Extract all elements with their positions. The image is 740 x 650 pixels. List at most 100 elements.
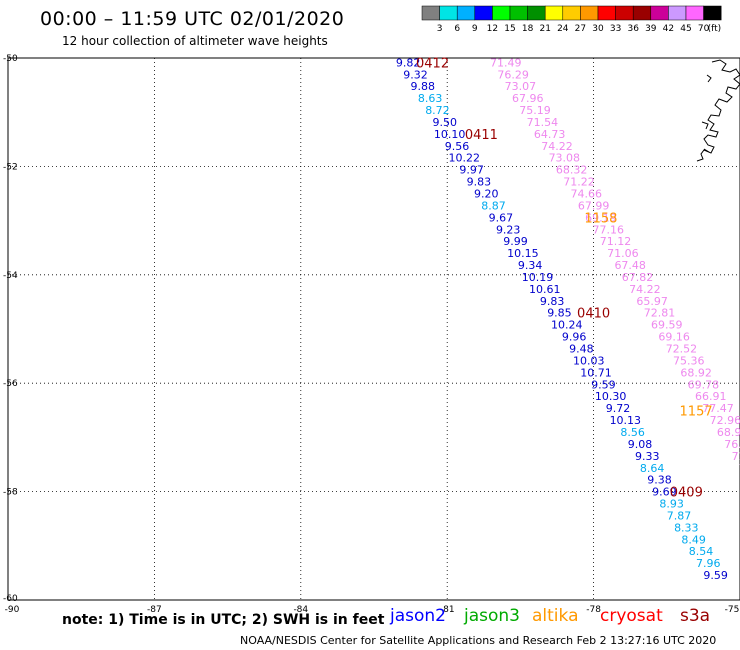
color-cell xyxy=(615,5,634,21)
color-cell xyxy=(597,5,616,21)
color-scale-label: 15 xyxy=(504,24,515,34)
jason2-wave-height-value: 10.13 xyxy=(610,414,642,427)
color-cell xyxy=(421,5,440,21)
jason2-wave-height-value: 8.87 xyxy=(481,199,506,212)
jason2-wave-height-value: 10.61 xyxy=(529,283,561,296)
color-cell xyxy=(544,5,564,21)
color-scale-label: 33 xyxy=(610,24,621,34)
jason2-wave-height-value: 9.96 xyxy=(562,331,587,344)
cryosat-wave-height-value: 73.07 xyxy=(505,80,537,93)
color-cell xyxy=(474,5,493,21)
page-subtitle: 12 hour collection of altimeter wave hei… xyxy=(62,34,328,48)
color-scale-unit: (ft) xyxy=(708,24,722,34)
jason2-wave-height-value: 9.67 xyxy=(489,211,514,224)
cryosat-wave-height-value: 67.82 xyxy=(622,271,654,284)
jason2-wave-height-value: 10.15 xyxy=(507,247,539,260)
jason2-wave-height-value: 9.82 xyxy=(396,56,421,69)
color-scale-label: 6 xyxy=(454,24,460,34)
cryosat-wave-height-value: 77.16 xyxy=(592,223,624,236)
color-cell xyxy=(685,5,704,21)
measurement-points: 9.829.329.888.638.729.5010.109.5610.229.… xyxy=(396,56,740,582)
cryosat-wave-height-value: 69.78 xyxy=(688,378,720,391)
color-scale-label: 45 xyxy=(680,24,691,34)
cryosat-wave-height-value: 74.66 xyxy=(571,188,603,201)
cryosat-wave-height-value: 69.19 xyxy=(585,211,617,224)
jason2-wave-height-value: 9.72 xyxy=(606,402,631,415)
cryosat-wave-height-value: 72.96 xyxy=(710,414,740,427)
pass-time-labels: 0412 0411 1158 0410 1157 0409 xyxy=(416,56,713,500)
cryosat-wave-height-value: 76.24 xyxy=(724,438,740,451)
footnote: note: 1) Time is in UTC; 2) SWH is in fe… xyxy=(62,612,385,628)
cryosat-wave-height-value: 64.73 xyxy=(534,128,566,141)
longitude-tick-label: -78 xyxy=(586,605,601,615)
longitude-tick-label: -84 xyxy=(293,605,308,615)
jason2-wave-height-value: 7.87 xyxy=(667,509,692,522)
cryosat-wave-height-value: 66.91 xyxy=(695,390,727,403)
longitude-tick-label: -87 xyxy=(147,605,162,615)
jason2-wave-height-value: 9.88 xyxy=(411,80,436,93)
cryosat-wave-height-value: 74.22 xyxy=(629,283,661,296)
cryosat-wave-height-value: 72.52 xyxy=(666,343,698,356)
color-scale-label: 36 xyxy=(627,24,639,34)
cryosat-wave-height-value: 71.12 xyxy=(600,235,632,248)
color-scale-label: 27 xyxy=(575,24,586,34)
cryosat-wave-height-value: 69.59 xyxy=(651,319,683,332)
pass-time-label: 1157 xyxy=(680,404,713,419)
mission-s3a: s3a xyxy=(680,606,711,626)
jason2-wave-height-value: 9.59 xyxy=(703,569,728,582)
cryosat-wave-height-value: 71.06 xyxy=(607,247,639,260)
cryosat-wave-height-value: 69.16 xyxy=(658,331,690,344)
color-cell xyxy=(668,5,687,21)
color-cell xyxy=(509,5,528,21)
cryosat-wave-height-value: 71.22 xyxy=(563,176,595,189)
jason2-wave-height-value: 9.38 xyxy=(647,474,672,487)
color-cell xyxy=(632,5,652,21)
longitude-tick-label: -81 xyxy=(440,605,455,615)
cryosat-wave-height-value: 67.96 xyxy=(512,92,544,105)
latitude-tick-label: -50 xyxy=(3,54,18,64)
map-frame xyxy=(7,57,740,601)
pass-time-label: 0411 xyxy=(465,128,498,143)
mission-jason3: jason3 xyxy=(464,606,520,626)
latitude-tick-label: -54 xyxy=(3,271,18,281)
cryosat-wave-height-value: 72.81 xyxy=(644,307,676,320)
jason2-wave-height-value: 9.50 xyxy=(433,116,458,129)
jason2-wave-height-value: 10.22 xyxy=(449,152,481,165)
jason2-wave-height-value: 9.97 xyxy=(459,164,484,177)
jason2-wave-height-value: 8.54 xyxy=(689,545,714,558)
cryosat-wave-height-value: 71.54 xyxy=(527,116,559,129)
color-cell xyxy=(456,5,476,21)
cryosat-wave-height-value: 67.48 xyxy=(614,259,646,272)
color-scale-label: 12 xyxy=(487,24,498,34)
cryosat-wave-height-value: 74.22 xyxy=(541,140,573,153)
cryosat-wave-height-value: 75.19 xyxy=(519,104,551,117)
color-scale-bar: 3 6 9 12 15 18 21 24 27 30 33 36 39 42 45 70(ft) xyxy=(421,5,722,34)
longitude-tick-label: -90 xyxy=(5,605,20,615)
jason2-wave-height-value: 9.83 xyxy=(467,176,492,189)
cryosat-wave-height-value: 68.32 xyxy=(556,164,588,177)
mission-jason2: jason2 xyxy=(390,606,446,626)
color-scale-label: 39 xyxy=(645,24,657,34)
mission-cryosat: cryosat xyxy=(600,606,663,626)
jason2-wave-height-value: 9.20 xyxy=(474,188,499,201)
jason2-wave-height-value: 8.93 xyxy=(659,498,684,511)
credit-line: NOAA/NESDIS Center for Satellite Applica… xyxy=(240,634,717,647)
latitude-tick-label: -52 xyxy=(3,162,18,172)
jason2-wave-height-value: 8.63 xyxy=(418,92,443,105)
latitude-tick-label: -60 xyxy=(3,594,18,604)
jason2-wave-height-value: 8.56 xyxy=(620,426,645,439)
jason2-wave-height-value: 8.49 xyxy=(681,533,706,546)
jason2-wave-height-value: 8.33 xyxy=(674,521,699,534)
cryosat-wave-height-value: 75.36 xyxy=(673,354,705,367)
jason2-wave-height-value: 9.85 xyxy=(547,307,572,320)
color-scale-label: 42 xyxy=(663,24,674,34)
jason2-wave-height-value: 8.64 xyxy=(640,462,665,475)
jason2-wave-height-value: 9.23 xyxy=(496,223,521,236)
color-cell xyxy=(703,5,722,21)
jason2-wave-height-value: 9.56 xyxy=(445,140,470,153)
jason2-wave-height-value: 10.24 xyxy=(551,319,583,332)
jason2-wave-height-value: 10.10 xyxy=(434,128,466,141)
color-cell xyxy=(492,5,511,21)
jason2-wave-height-value: 10.19 xyxy=(522,271,554,284)
